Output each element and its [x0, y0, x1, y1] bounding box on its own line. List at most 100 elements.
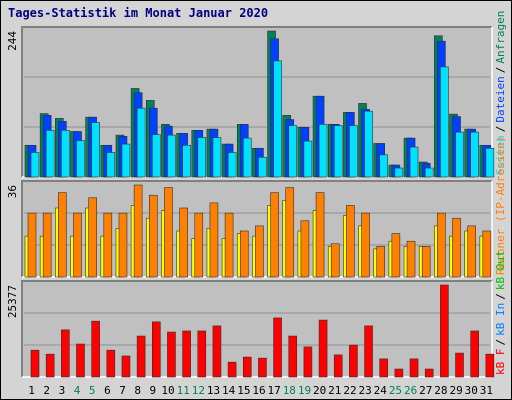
legend: kB F / kB In / kB Out [494, 250, 507, 375]
bar [424, 167, 434, 178]
bar [45, 130, 55, 178]
x-tick-label: 17 [268, 384, 281, 397]
bar [27, 212, 37, 278]
bar [349, 344, 358, 378]
bar [255, 225, 264, 278]
bar [239, 230, 249, 278]
bar [482, 230, 492, 278]
bar [182, 144, 191, 178]
bar [467, 225, 476, 278]
bar [288, 125, 298, 178]
bar [440, 284, 449, 378]
bar [121, 143, 131, 178]
legend-separator: / [494, 339, 507, 346]
x-tick-label: 15 [237, 384, 250, 397]
bar [318, 319, 328, 378]
bar [379, 358, 389, 378]
bar [333, 125, 343, 178]
bar [106, 152, 116, 178]
bar [136, 335, 146, 378]
bar [361, 212, 370, 278]
bar [285, 187, 295, 278]
x-tick-label: 2 [43, 384, 50, 397]
x-tick-label: 13 [207, 384, 220, 397]
bar [364, 110, 373, 178]
x-tick-label: 1 [28, 384, 35, 397]
bar [346, 205, 355, 278]
bar [409, 146, 419, 178]
bar [349, 125, 358, 178]
bar [167, 331, 176, 378]
legend: Rechner (IP-Adressen) [494, 136, 507, 275]
x-tick-label: 11 [177, 384, 190, 397]
bar [76, 140, 85, 178]
x-tick-label: 9 [150, 384, 157, 397]
bar [136, 107, 146, 178]
bar [194, 212, 204, 278]
bar [391, 233, 401, 278]
x-tick-label: 26 [404, 384, 417, 397]
bar [103, 212, 113, 278]
x-tick-label: 20 [313, 384, 326, 397]
bar [133, 184, 143, 278]
legend-entry: kB In [494, 303, 507, 336]
bar [273, 60, 282, 178]
legend-entry: Rechner (IP-Adressen) [494, 136, 507, 275]
x-tick-label: 29 [449, 384, 462, 397]
bar [452, 217, 461, 278]
bar [330, 243, 340, 278]
bar [224, 212, 234, 278]
bar [242, 137, 252, 178]
bar [148, 194, 158, 278]
bar [182, 330, 191, 378]
bar [227, 361, 237, 378]
bar [376, 246, 386, 278]
bar [333, 354, 343, 378]
bar [379, 154, 389, 178]
bar [303, 140, 313, 178]
legend: Seiten / Dateien / Anfragen [494, 11, 507, 175]
bar [61, 130, 70, 178]
bar [118, 212, 128, 278]
bar [151, 134, 161, 178]
panel-bevel [21, 280, 492, 377]
bar [91, 320, 100, 378]
panel-bevel [21, 180, 492, 277]
bar [76, 343, 85, 378]
bar [421, 246, 431, 278]
bar [179, 207, 188, 278]
x-tick-label: 19 [298, 384, 311, 397]
bar [364, 325, 373, 378]
legend-entry: Seiten [494, 135, 507, 175]
x-tick-label: 23 [359, 384, 372, 397]
x-tick-label: 22 [343, 384, 356, 397]
legend-separator: / [494, 126, 507, 133]
x-tick-label: 8 [134, 384, 141, 397]
bar [258, 156, 267, 178]
bar [106, 349, 116, 378]
x-tick-label: 24 [374, 384, 388, 397]
bar [61, 329, 70, 378]
y-tick-label: 25377 [6, 285, 19, 318]
legend-entry: Anfragen [494, 11, 507, 64]
bar [470, 131, 479, 178]
bar [437, 212, 446, 278]
legend-separator: / [494, 293, 507, 300]
legend-separator: / [494, 67, 507, 74]
bar [424, 368, 434, 378]
legend-entry: kB F [494, 349, 507, 376]
bar [455, 131, 464, 178]
x-tick-label: 3 [59, 384, 66, 397]
bar [73, 212, 82, 278]
bar [273, 317, 282, 378]
bar [409, 358, 419, 378]
bar [300, 220, 310, 278]
legend-entry: Dateien [494, 76, 507, 122]
bar [315, 192, 325, 278]
bar [88, 197, 97, 278]
bar [58, 192, 67, 278]
bar [394, 368, 404, 378]
bar [197, 330, 207, 378]
